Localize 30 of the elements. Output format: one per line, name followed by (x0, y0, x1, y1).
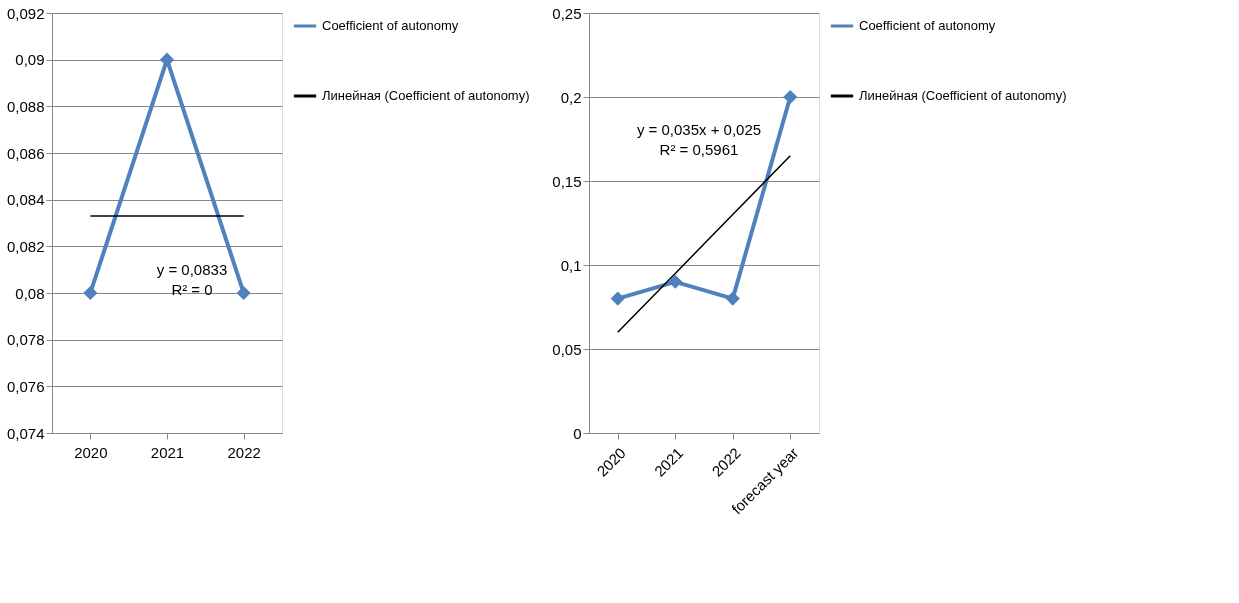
legend-label: Coefficient of autonomy (859, 18, 996, 33)
y-tick-label: 0,082 (6, 237, 45, 255)
y-tick-label: 0,086 (6, 144, 45, 162)
annotation: y = 0,035x + 0,025 R² = 0,5961 (636, 121, 762, 158)
y-tick-label: 0,15 (552, 172, 582, 190)
x-tick-label: 2020 (74, 443, 108, 461)
annotation: y = 0,0833 R² = 0 (156, 261, 228, 298)
y-tick-label: 0,088 (6, 97, 45, 115)
y-tick-label: 0,092 (6, 4, 45, 22)
y-tick-label: 0,25 (552, 4, 582, 22)
legend-label: Линейная (Coefficient of autonomy) (322, 88, 530, 103)
point (725, 291, 740, 306)
y-tick-label: 0,08 (15, 284, 45, 302)
x-tick-label: 2021 (150, 443, 185, 461)
y-tick-label: 0,2 (560, 88, 582, 106)
y-tick-label: 0,09 (15, 51, 45, 69)
line-series (617, 155, 791, 333)
y-tick-label: 0,05 (552, 340, 582, 358)
legend-label: Линейная (Coefficient of autonomy) (859, 88, 1067, 103)
y-tick-label: 0 (573, 424, 582, 442)
y-tick-label: 0,074 (6, 424, 45, 442)
point (783, 89, 798, 105)
point (668, 274, 683, 289)
legend-label: Coefficient of autonomy (322, 18, 459, 33)
y-tick-label: 0,076 (6, 377, 45, 395)
y-tick-label: 0,1 (560, 256, 582, 274)
y-tick-label: 0,084 (6, 191, 45, 209)
point (610, 291, 625, 306)
x-tick-label: 2022 (227, 443, 261, 461)
y-tick-label: 0,078 (6, 331, 45, 349)
